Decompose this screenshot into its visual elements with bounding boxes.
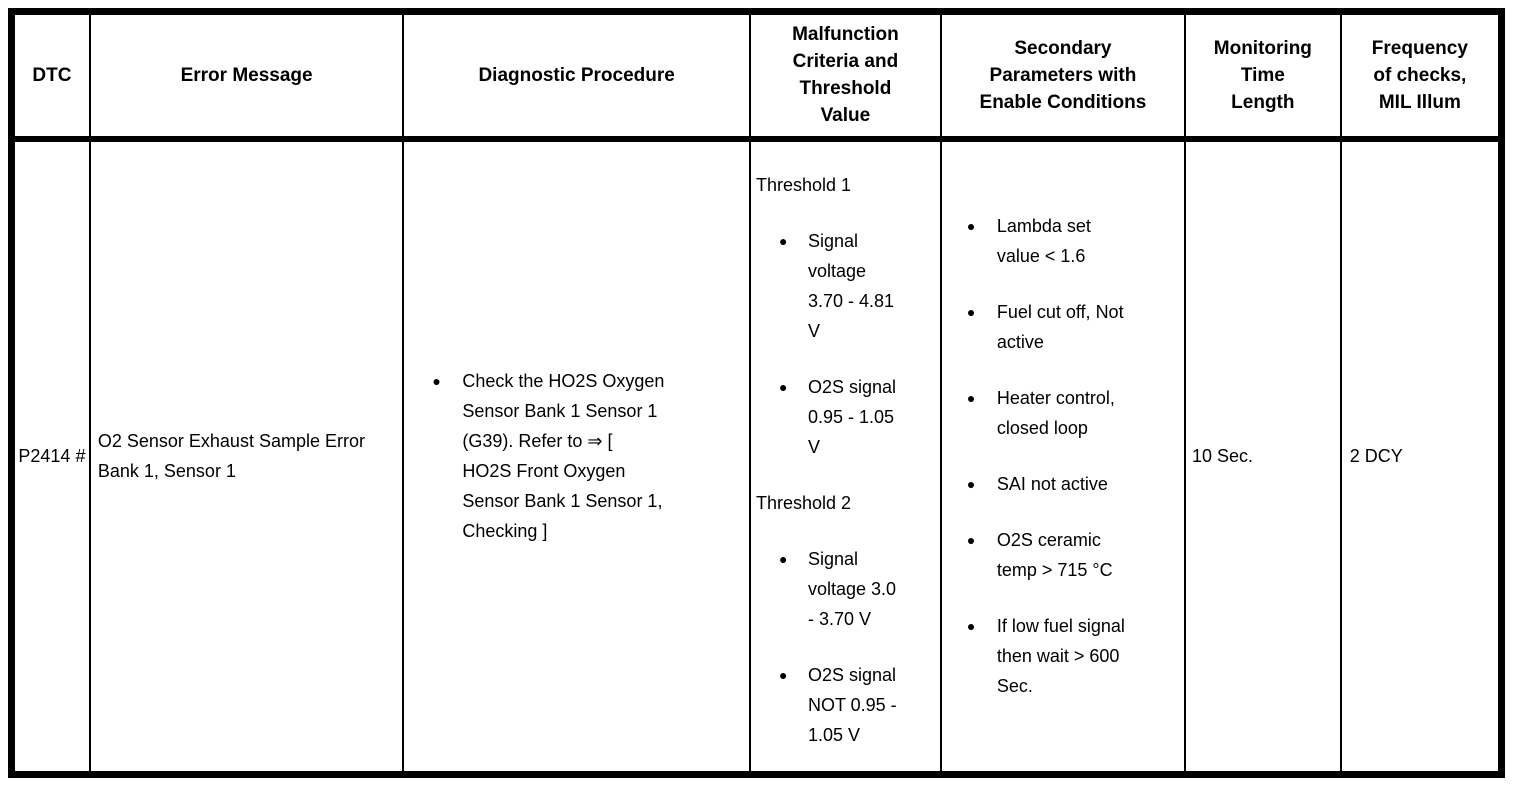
bullet-item: ● Lambda set value < 1.6 — [967, 211, 1181, 271]
bullet-icon: ● — [966, 218, 976, 235]
secondary-parameters-list: ● Lambda set value < 1.6 ● Fuel cut off, No… — [967, 211, 1181, 701]
column-header-dtc: DTC — [11, 11, 90, 142]
cell-malfunction-criteria: Threshold 1 ● Signal voltage 3.70 - 4.81 V… — [748, 138, 941, 775]
threshold-section-title: Threshold 1 — [755, 174, 852, 195]
threshold-section-title: Threshold 2 — [755, 492, 852, 513]
bullet-text: Signal voltage 3.0 - 3.70 V — [807, 548, 897, 629]
bullet-item: ● If low fuel signal then wait > 600 Sec. — [967, 611, 1181, 701]
column-header-diagnostic-procedure: Diagnostic Procedure — [402, 11, 750, 142]
cell-dtc-code: P2414 # — [18, 446, 86, 467]
bullet-icon: ● — [966, 618, 976, 635]
bullet-text: Check the HO2S Oxygen Sensor Bank 1 Sens… — [462, 371, 665, 542]
bullet-text: Heater control, closed loop — [996, 388, 1115, 439]
bullet-text: SAI not active — [996, 474, 1108, 495]
bullet-item: ● Signal voltage 3.0 - 3.70 V — [779, 544, 937, 634]
column-header-secondary-parameters: Secondary Parameters with Enable Conditi… — [939, 11, 1185, 142]
bullet-icon: ● — [778, 550, 788, 567]
column-header-error-message: Error Message — [88, 11, 404, 142]
bullet-item: ● Check the HO2S Oxygen Sensor Bank 1 Sen… — [432, 366, 747, 546]
malfunction-criteria-list: Threshold 1 ● Signal voltage 3.70 - 4.81 V… — [752, 170, 937, 750]
bullet-item: ● Fuel cut off, Not active — [967, 297, 1181, 357]
bullet-icon: ● — [778, 232, 788, 249]
column-header-frequency: Frequency of checks, MIL Illum — [1339, 11, 1502, 142]
bullet-icon: ● — [966, 532, 976, 549]
bullet-text: O2S signal 0.95 - 1.05 V — [807, 376, 897, 457]
table-header-row: DTC Error Message Diagnostic Procedure M… — [11, 11, 1502, 142]
bullet-icon: ● — [778, 378, 788, 395]
diagnostic-procedure-list: ● Check the HO2S Oxygen Sensor Bank 1 Sen… — [432, 366, 747, 546]
table-row: P2414 # O2 Sensor Exhaust Sample Error B… — [12, 138, 1502, 775]
bullet-text: Fuel cut off, Not active — [996, 302, 1124, 353]
cell-error-message: O2 Sensor Exhaust Sample Error Bank 1, S… — [88, 138, 404, 775]
bullet-text: O2S signal NOT 0.95 - 1.05 V — [807, 664, 897, 745]
bullet-icon: ● — [432, 373, 441, 390]
bullet-text: Signal voltage 3.70 - 4.81 V — [807, 230, 895, 341]
cell-diagnostic-procedure: ● Check the HO2S Oxygen Sensor Bank 1 Sen… — [402, 138, 750, 775]
column-header-monitoring-time: Monitoring Time Length — [1183, 11, 1341, 142]
cell-frequency: 2 DCY — [1339, 138, 1502, 775]
bullet-icon: ● — [966, 390, 976, 407]
bullet-item: ● O2S ceramic temp > 715 °C — [967, 525, 1181, 585]
bullet-icon: ● — [966, 304, 976, 321]
bullet-icon: ● — [966, 476, 976, 493]
bullet-item: ● Signal voltage 3.70 - 4.81 V — [779, 226, 937, 346]
bullet-icon: ● — [778, 666, 788, 683]
bullet-text: If low fuel signal then wait > 600 Sec. — [996, 616, 1125, 697]
dtc-table: DTC Error Message Diagnostic Procedure M… — [8, 8, 1505, 778]
bullet-item: ● O2S signal 0.95 - 1.05 V — [779, 372, 937, 462]
bullet-item: ● O2S signal NOT 0.95 - 1.05 V — [779, 660, 937, 750]
cell-monitoring-time: 10 Sec. — [1183, 138, 1341, 775]
bullet-item: ● SAI not active — [967, 469, 1181, 499]
column-header-malfunction-criteria: Malfunction Criteria and Threshold Value — [748, 11, 941, 142]
bullet-item: ● Heater control, closed loop — [967, 383, 1181, 443]
bullet-text: Lambda set value < 1.6 — [996, 216, 1091, 267]
cell-secondary-parameters: ● Lambda set value < 1.6 ● Fuel cut off, No… — [939, 138, 1185, 775]
bullet-text: O2S ceramic temp > 715 °C — [996, 530, 1113, 581]
